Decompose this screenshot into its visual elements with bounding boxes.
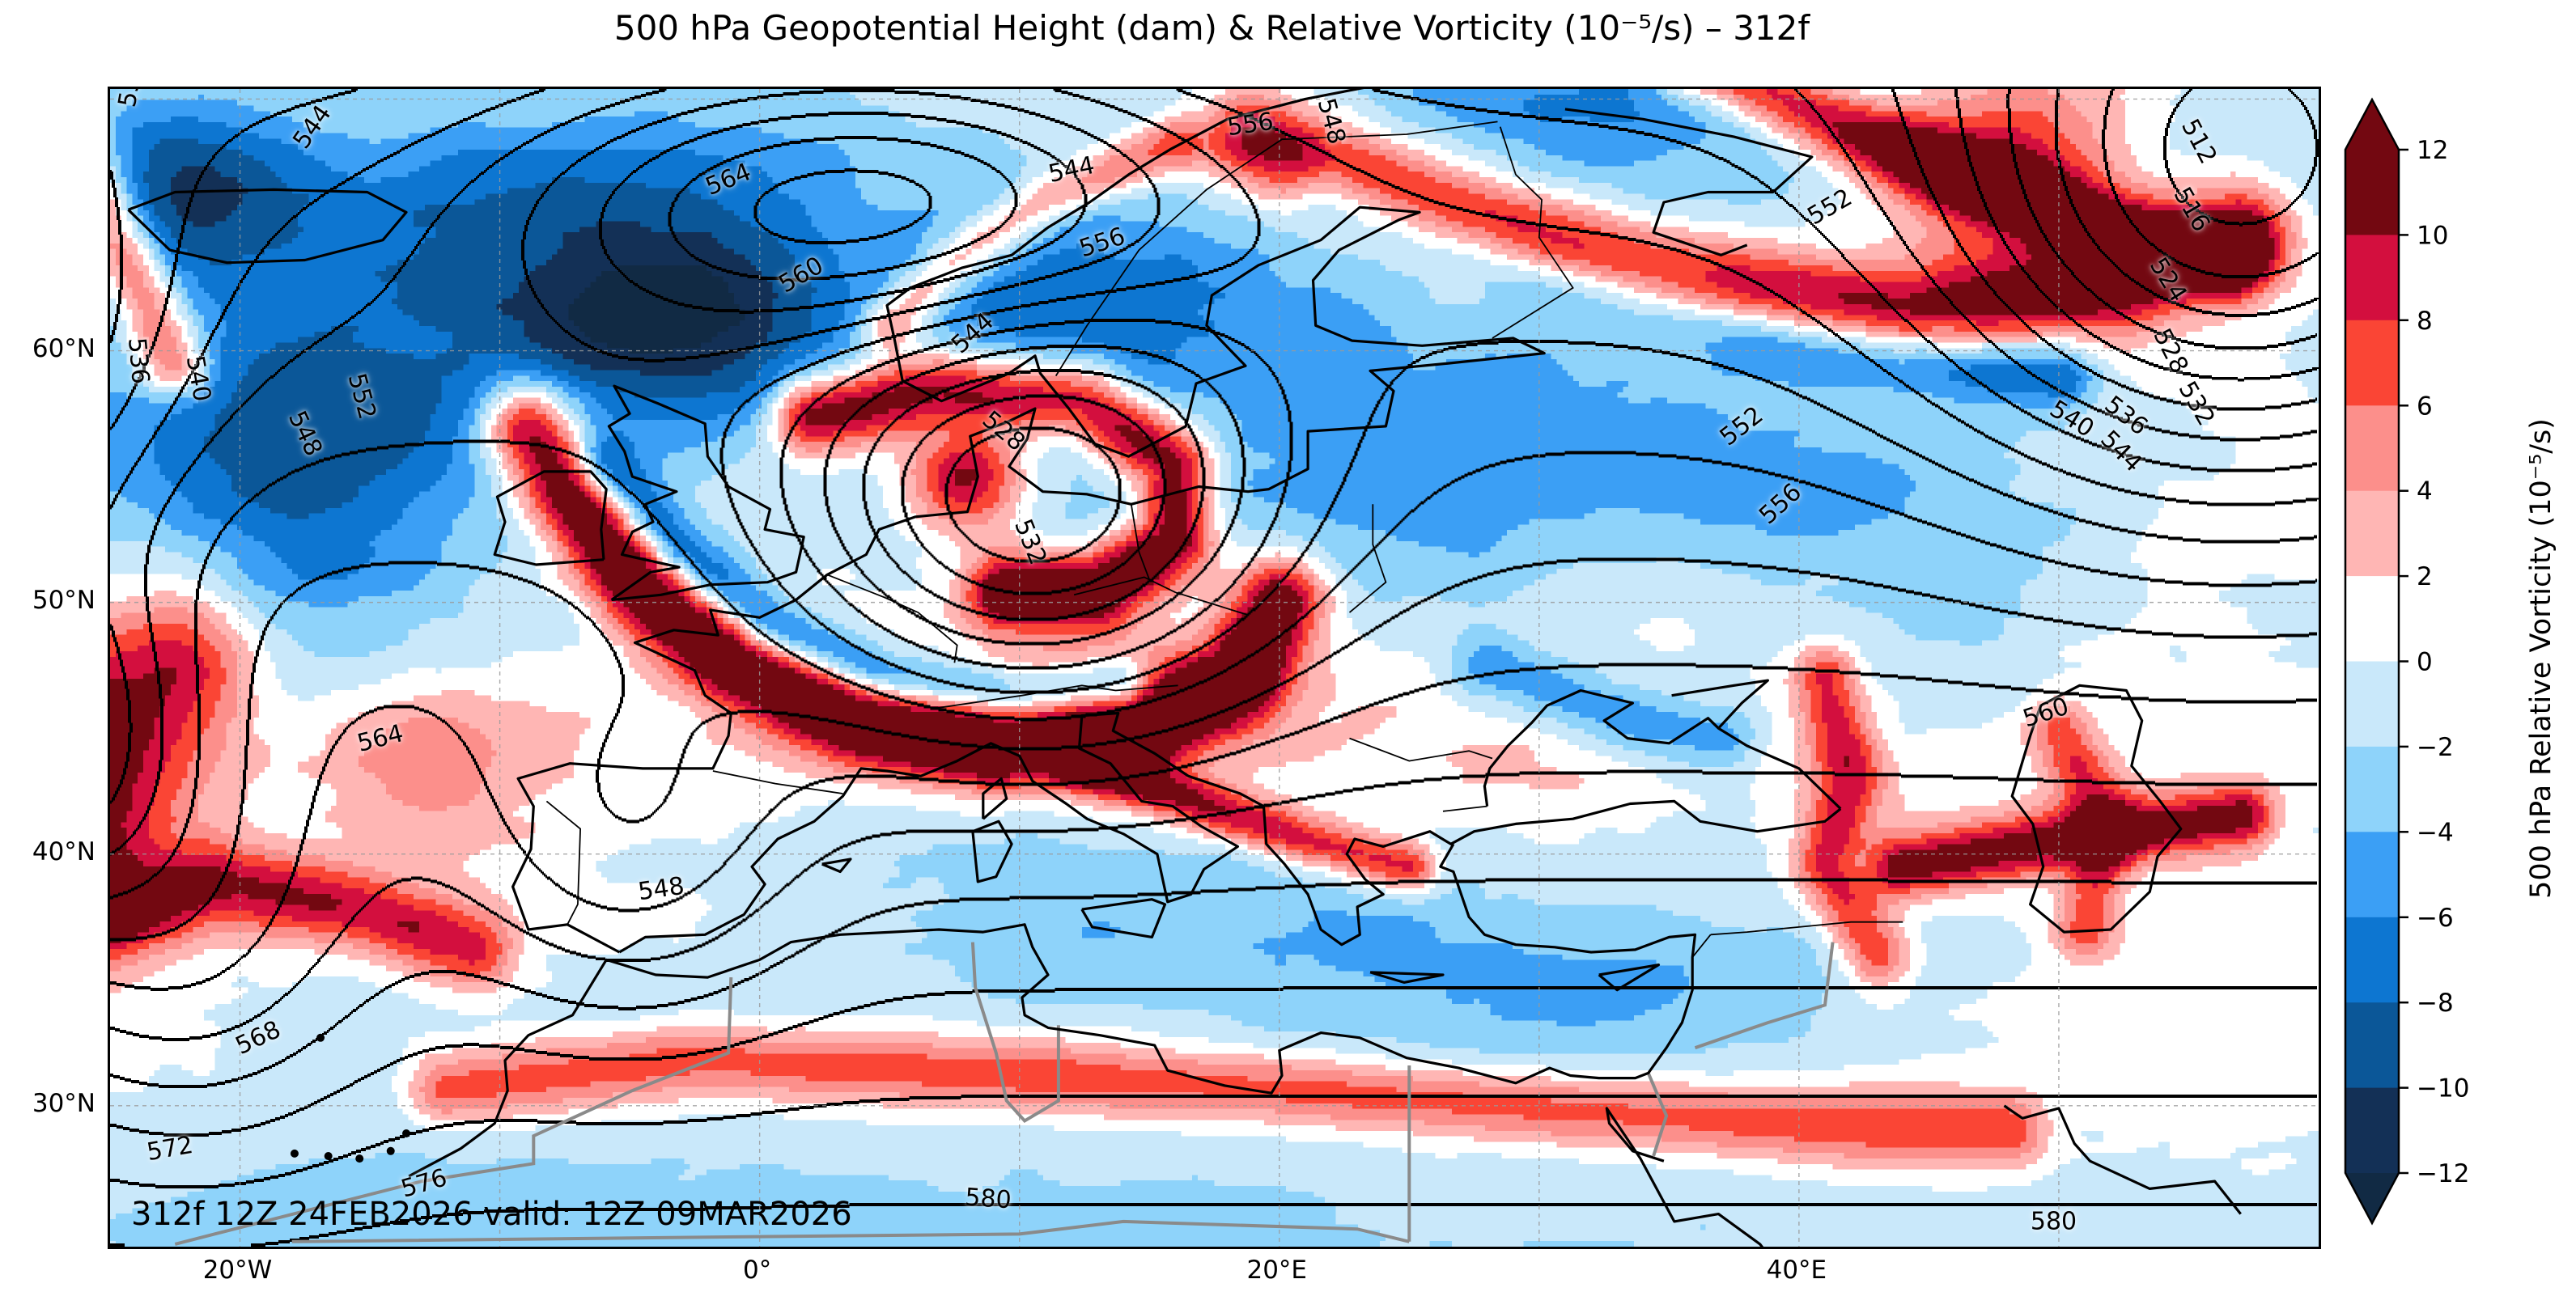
colorbar: 12 10 8 6 4 2 0 −2 −4 −6 −8 −10 −12: [2344, 97, 2469, 1226]
svg-text:2: 2: [2417, 562, 2433, 591]
svg-text:−4: −4: [2417, 818, 2454, 847]
island-dots: [290, 1033, 411, 1163]
height-contour-canvas: [110, 89, 2319, 1247]
chart-title: 500 hPa Geopotential Height (dam) & Rela…: [613, 8, 1810, 48]
contour-label: 580: [2030, 1207, 2077, 1236]
y-tick-label: 30°N: [32, 1088, 95, 1118]
svg-text:0: 0: [2417, 648, 2433, 677]
colorbar-segments: [2344, 97, 2400, 1226]
y-tick-label: 50°N: [32, 585, 95, 615]
svg-text:4: 4: [2417, 477, 2433, 506]
gray-country-borders: [174, 942, 1835, 1246]
contour-label: 536: [122, 336, 155, 386]
svg-text:−10: −10: [2417, 1074, 2469, 1103]
colorbar-ticks: 12 10 8 6 4 2 0 −2 −4 −6 −8 −10 −12: [2399, 136, 2469, 1188]
forecast-annotation: 312f 12Z 24FEB2026 valid: 12Z 09MAR2026: [131, 1196, 852, 1233]
svg-text:−6: −6: [2417, 904, 2454, 933]
x-tick-label: 0°: [743, 1256, 772, 1285]
y-tick-label: 60°N: [32, 333, 95, 363]
svg-text:12: 12: [2417, 136, 2448, 165]
y-tick-label: 40°N: [32, 837, 95, 866]
coastlines: [127, 89, 2242, 1247]
x-tick-label: 40°E: [1766, 1256, 1827, 1285]
colorbar-label: 500 hPa Relative Vorticity (10⁻⁵/s): [2525, 418, 2557, 899]
x-tick-label: 20°W: [202, 1256, 273, 1285]
svg-text:−12: −12: [2417, 1159, 2469, 1188]
svg-text:10: 10: [2417, 221, 2448, 250]
svg-text:−2: −2: [2417, 733, 2454, 762]
contour-label: 580: [964, 1183, 1012, 1215]
x-tick-label: 20°E: [1246, 1256, 1308, 1285]
svg-text:8: 8: [2417, 307, 2433, 336]
graticule: [110, 89, 2319, 1247]
svg-text:−8: −8: [2417, 989, 2454, 1018]
map-panel: 5325365405485525445445565485525645605565…: [108, 87, 2321, 1249]
svg-text:6: 6: [2417, 392, 2433, 421]
black-country-borders: [545, 121, 1903, 958]
map-overlay-svg: [110, 89, 2319, 1247]
contour-label: 556: [1225, 107, 1276, 142]
